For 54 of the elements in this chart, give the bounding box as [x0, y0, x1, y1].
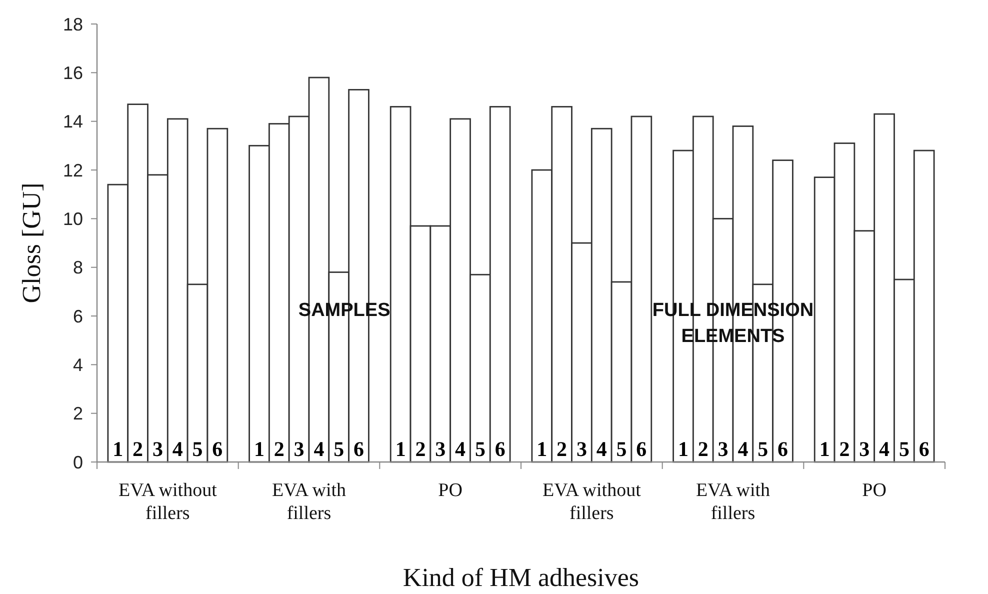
y-tick-label: 12: [62, 160, 83, 180]
text: 1: [536, 437, 548, 461]
text: 1: [395, 437, 406, 461]
series-label: 6: [212, 437, 223, 461]
text: 1: [819, 437, 830, 461]
y-tick-label: 0: [72, 452, 83, 472]
x-tick-label: PO: [438, 480, 462, 501]
text: 6: [494, 437, 506, 461]
text: 3: [576, 437, 587, 461]
x-tick-label: PO: [862, 480, 886, 501]
series-label: 1: [112, 437, 124, 461]
x-tick-label: EVA with fillers: [696, 480, 771, 524]
text: 5: [334, 437, 344, 461]
text: 3: [294, 437, 304, 461]
text: 4: [596, 437, 607, 461]
y-tick-label: 16: [62, 62, 83, 83]
text: 3: [435, 437, 446, 461]
y-axis-title: Gloss [GU]: [17, 182, 46, 304]
text: 6: [778, 437, 788, 461]
text: 6: [918, 437, 930, 461]
text: 4: [455, 437, 466, 461]
text: 2: [839, 437, 850, 461]
y-tick-label: 6: [72, 306, 83, 326]
series-label: 3: [152, 437, 163, 461]
series-label: 2: [132, 437, 144, 461]
x-tick-label: EVA with fillers: [272, 480, 347, 524]
x-tick-label: EVA without fillers: [542, 480, 642, 524]
y-tick-label: 4: [72, 354, 83, 375]
text: 3: [859, 437, 870, 461]
series-label: 5: [192, 437, 203, 461]
text: 4: [314, 437, 324, 461]
x-tick-label: EVA without fillers: [118, 480, 218, 524]
text: 4: [738, 437, 748, 461]
text: 2: [274, 437, 284, 461]
text: 6: [636, 437, 647, 461]
text: 3: [718, 437, 728, 461]
y-tick-label: 14: [62, 112, 83, 132]
text: 6: [354, 437, 364, 461]
y-tick-label: 18: [62, 14, 83, 34]
text: 5: [758, 437, 768, 461]
y-tick-label: 10: [62, 208, 83, 229]
y-tick-label: 2: [72, 404, 83, 424]
text: 2: [698, 437, 708, 461]
text: 1: [254, 437, 264, 461]
text: 1: [678, 437, 688, 461]
x-axis-title: Kind of HM adhesives: [402, 563, 640, 592]
text: 5: [898, 437, 910, 461]
text: 4: [879, 437, 890, 461]
text: 5: [474, 437, 486, 461]
series-label: 4: [172, 437, 184, 461]
text: 2: [415, 437, 426, 461]
text: 5: [616, 437, 627, 461]
y-tick-label: 8: [72, 258, 83, 278]
text: 2: [556, 437, 568, 461]
